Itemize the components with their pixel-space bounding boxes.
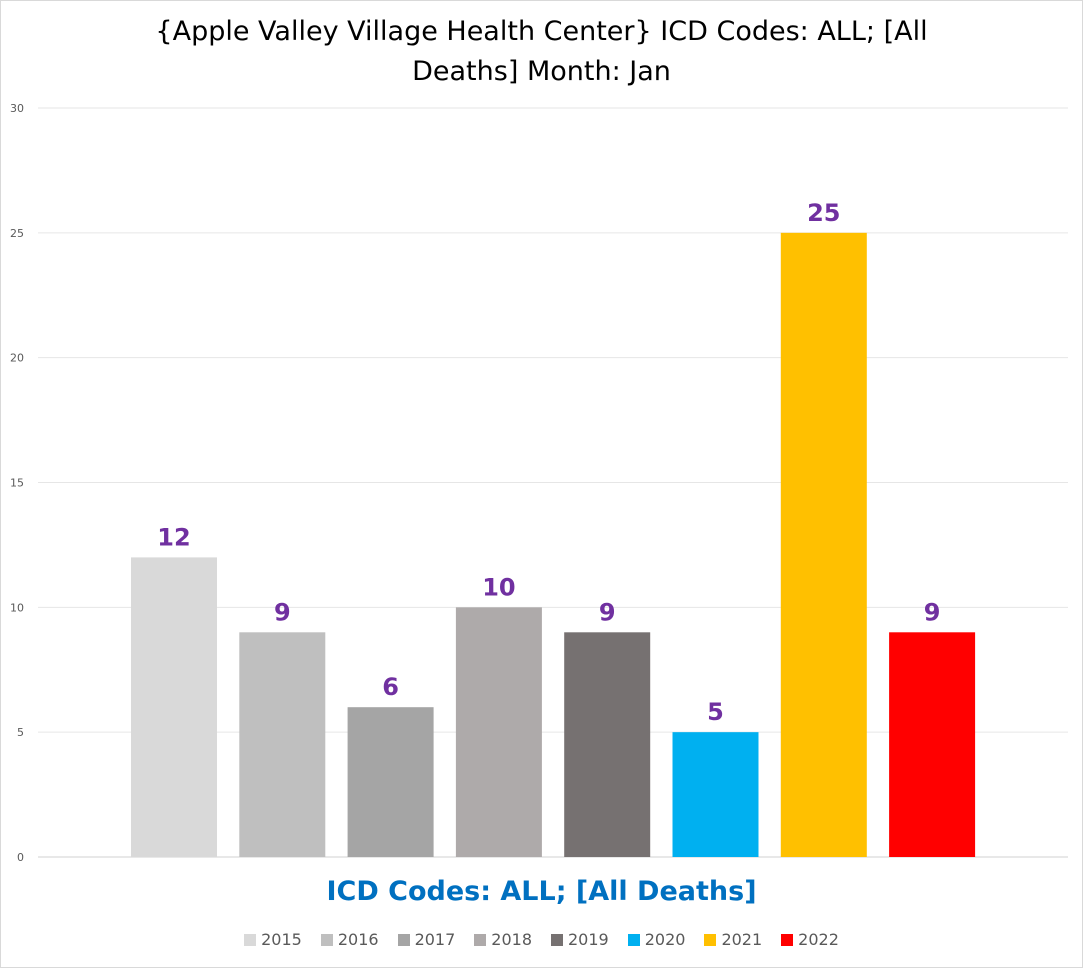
- bar-2020: [672, 732, 759, 857]
- data-label-2017: 6: [382, 673, 399, 701]
- legend-swatch-2020: [627, 933, 640, 946]
- y-tick-label-30: 30: [10, 102, 24, 115]
- legend-item-2020: 2020: [627, 930, 686, 949]
- legend-label-2021: 2021: [721, 930, 763, 949]
- bar-2017: [347, 707, 434, 857]
- y-tick-label-20: 20: [10, 352, 24, 365]
- legend-swatch-2019: [551, 933, 563, 946]
- legend-item-2022: 2022: [781, 930, 839, 949]
- legend-item-2018: 2018: [474, 930, 532, 949]
- bar-2021: [780, 232, 867, 858]
- legend-label-2022: 2022: [798, 930, 839, 949]
- chart-title-line-1: {Apple Valley Village Health Center} ICD…: [155, 16, 928, 47]
- legend-item-2015: 2015: [244, 930, 302, 949]
- legend-label-2016: 2016: [337, 930, 379, 949]
- legend-label-2019: 2019: [568, 930, 609, 949]
- y-tick-label-0: 0: [17, 851, 24, 864]
- x-axis-label: ICD Codes: ALL; [All Deaths]: [326, 876, 757, 907]
- legend-item-2017: 2017: [397, 930, 456, 949]
- data-label-2015: 12: [157, 523, 190, 551]
- y-tick-label-10: 10: [10, 601, 24, 614]
- legend-swatch-2017: [397, 933, 410, 946]
- legend-swatch-2015: [244, 933, 257, 946]
- legend-swatch-2018: [474, 933, 487, 946]
- legend-label-2020: 2020: [644, 930, 686, 949]
- legend-label-2018: 2018: [491, 930, 532, 949]
- bar-2018: [455, 607, 542, 857]
- legend-swatch-2021: [704, 933, 717, 946]
- chart-title: {Apple Valley Village Health Center} ICD…: [0, 12, 1083, 92]
- data-label-2021: 25: [807, 199, 840, 227]
- bar-2016: [239, 632, 326, 857]
- y-tick-label-25: 25: [10, 227, 24, 240]
- legend-swatch-2022: [781, 933, 794, 946]
- y-tick-label-5: 5: [17, 726, 24, 739]
- data-label-2016: 9: [274, 598, 291, 626]
- legend-label-2017: 2017: [414, 930, 456, 949]
- bar-2015: [131, 557, 217, 857]
- bar-2022: [889, 632, 976, 857]
- data-label-2018: 10: [482, 573, 515, 601]
- legend-item-2019: 2019: [551, 930, 609, 949]
- data-label-2019: 9: [599, 598, 616, 626]
- legend-label-2015: 2015: [261, 930, 302, 949]
- legend-item-2016: 2016: [320, 930, 379, 949]
- data-label-2020: 5: [707, 698, 724, 726]
- chart-title-line-2: Deaths] Month: Jan: [412, 56, 671, 87]
- legend-swatch-2016: [320, 933, 333, 946]
- data-label-2022: 9: [924, 598, 941, 626]
- bar-2019: [564, 632, 651, 857]
- legend-item-2021: 2021: [704, 930, 762, 949]
- y-tick-label-15: 15: [10, 477, 24, 490]
- chart-legend: 2015 2016 2017 2018 2019 2020 2021 2022: [0, 930, 1083, 949]
